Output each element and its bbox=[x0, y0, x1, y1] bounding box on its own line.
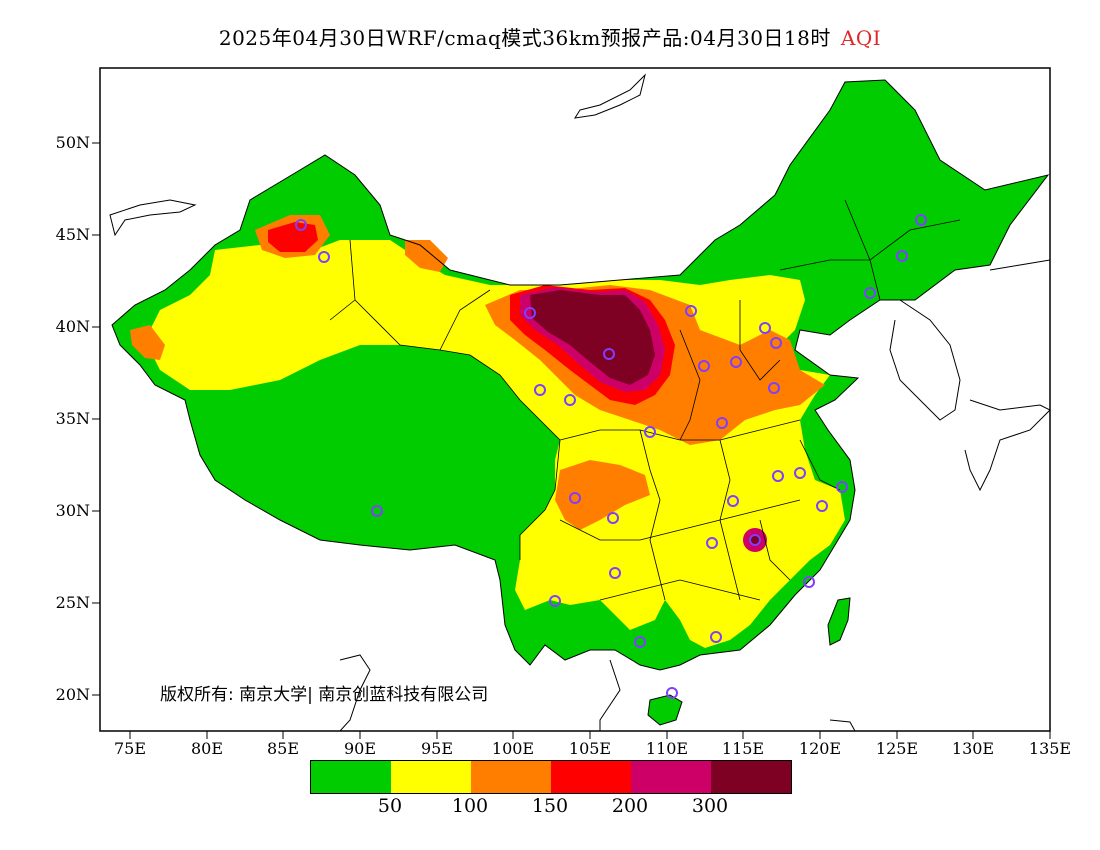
colorbar-label-300: 300 bbox=[691, 795, 729, 817]
colorbar-swatch-light bbox=[471, 761, 551, 793]
lat-label-20n: 20N bbox=[55, 685, 90, 704]
region-maroon bbox=[530, 290, 655, 385]
copyright-text: 版权所有: 南京大学| 南京创蓝科技有限公司 bbox=[160, 685, 489, 705]
colorbar-swatch-moderate-pollution bbox=[551, 761, 631, 793]
colorbar-label-150: 150 bbox=[531, 795, 569, 817]
region-red-nw bbox=[268, 222, 318, 252]
plot-frame bbox=[99, 67, 1051, 732]
colorbar-label-50: 50 bbox=[377, 795, 403, 817]
province-borders bbox=[329, 199, 961, 601]
colorbar-label-200: 200 bbox=[611, 795, 649, 817]
lon-label-130e: 130E bbox=[951, 739, 995, 758]
lon-label-105e: 105E bbox=[568, 739, 612, 758]
colorbar-label-100: 100 bbox=[451, 795, 489, 817]
lat-label-40n: 40N bbox=[55, 317, 90, 336]
region-orange-sichuan bbox=[555, 460, 650, 530]
map-title: 2025年04月30日WRF/cmaq模式36km预报产品:04月30日18时 A… bbox=[0, 22, 1100, 51]
lat-label-30n: 30N bbox=[55, 501, 90, 520]
title-main: 2025年04月30日WRF/cmaq模式36km预报产品:04月30日18时 bbox=[218, 26, 831, 50]
lat-label-35n: 35N bbox=[55, 409, 90, 428]
region-orange-east bbox=[405, 240, 448, 272]
colorbar-swatch-heavy bbox=[631, 761, 711, 793]
title-aqi: AQI bbox=[840, 26, 882, 50]
lon-label-120e: 120E bbox=[798, 739, 842, 758]
lon-label-75e: 75E bbox=[113, 739, 147, 758]
station-markers bbox=[295, 214, 927, 699]
lon-label-125e: 125E bbox=[875, 739, 919, 758]
region-orange-xinjiang bbox=[130, 325, 165, 360]
lon-label-95e: 95E bbox=[420, 739, 454, 758]
coastline-outline bbox=[111, 79, 1050, 671]
lon-label-80e: 80E bbox=[190, 739, 224, 758]
neighbor-coastlines bbox=[109, 73, 1050, 731]
tick-marks bbox=[92, 142, 1051, 739]
lon-label-100e: 100E bbox=[491, 739, 535, 758]
lat-label-50n: 50N bbox=[55, 133, 90, 152]
colorbar-swatch-moderate bbox=[391, 761, 471, 793]
lon-label-85e: 85E bbox=[266, 739, 300, 758]
hainan-island bbox=[647, 694, 683, 726]
aqi-colorbar bbox=[310, 760, 792, 794]
lon-label-115e: 115E bbox=[721, 739, 765, 758]
lat-label-45n: 45N bbox=[55, 225, 90, 244]
lon-label-110e: 110E bbox=[645, 739, 689, 758]
colorbar-swatch-severe bbox=[711, 761, 791, 793]
lat-label-25n: 25N bbox=[55, 593, 90, 612]
taiwan-island bbox=[827, 597, 851, 646]
colorbar-swatch-good bbox=[311, 761, 391, 793]
lon-label-135e: 135E bbox=[1028, 739, 1072, 758]
lon-label-90e: 90E bbox=[343, 739, 377, 758]
